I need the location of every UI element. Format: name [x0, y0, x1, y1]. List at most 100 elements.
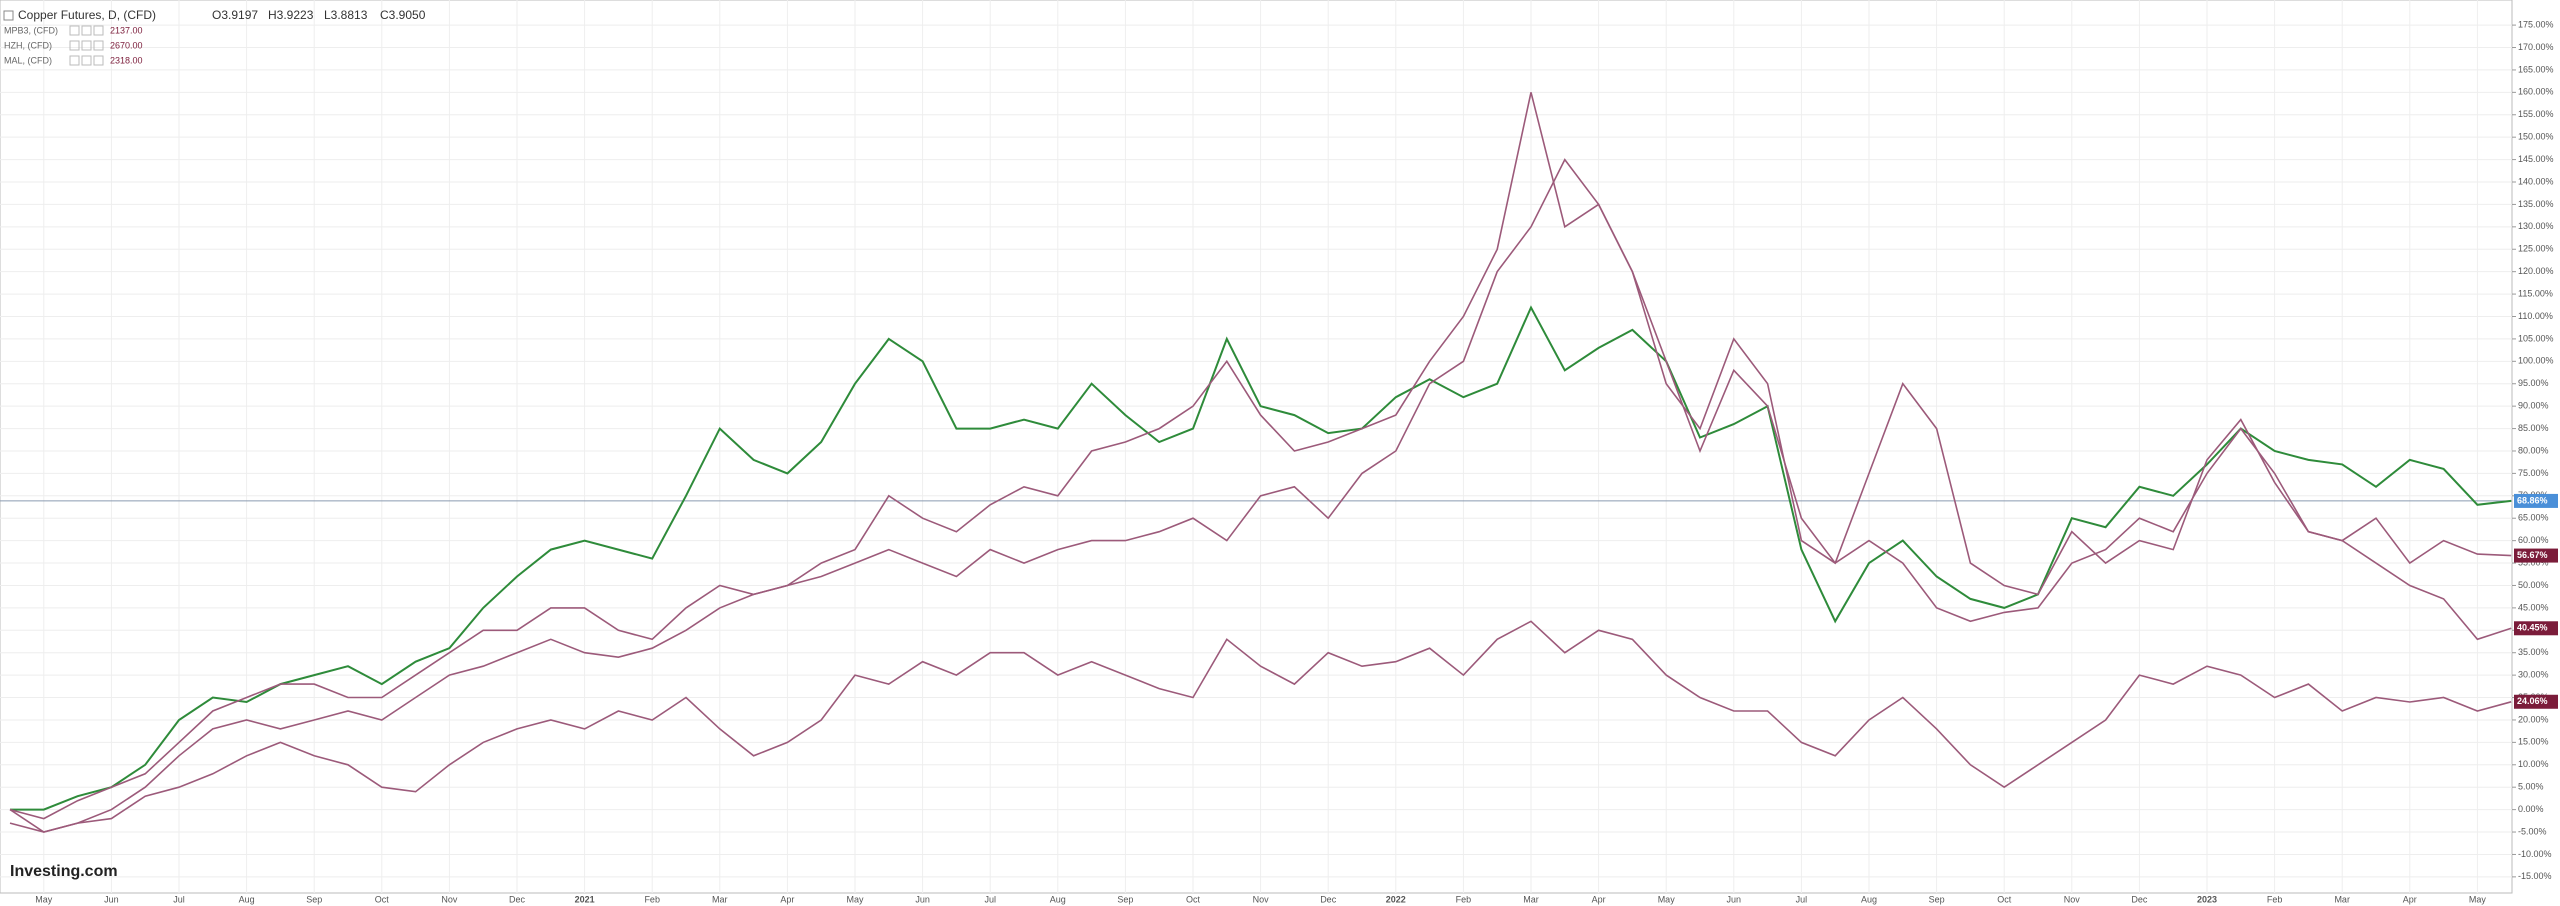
x-tick-label: May [1658, 894, 1676, 904]
series-lines [0, 92, 2512, 833]
last-value-label: 56.67% [2517, 550, 2548, 560]
legend-value: 2318.00 [110, 55, 143, 65]
y-tick-label: 20.00% [2518, 714, 2549, 724]
ohlc-value: L3.8813 [324, 8, 368, 22]
x-tick-label: Feb [644, 894, 660, 904]
last-value-label: 24.06% [2517, 696, 2548, 706]
y-tick-label: 15.00% [2518, 737, 2549, 747]
legend-name: HZH, (CFD) [4, 40, 52, 50]
legend-name: Copper Futures, D, (CFD) [18, 8, 156, 22]
x-tick-label: 2021 [575, 894, 595, 904]
x-tick-label: Aug [1050, 894, 1066, 904]
x-tick-label: Mar [712, 894, 728, 904]
y-tick-label: 140.00% [2518, 176, 2554, 186]
y-tick-label: 10.00% [2518, 759, 2549, 769]
y-tick-label: -15.00% [2518, 871, 2552, 881]
y-tick-label: 5.00% [2518, 782, 2544, 792]
y-tick-label: 115.00% [2518, 288, 2553, 298]
x-tick-label: Jun [1727, 894, 1742, 904]
y-tick-label: 60.00% [2518, 535, 2549, 545]
last-value-box [2514, 548, 2558, 563]
grid [0, 0, 2516, 893]
last-value-label: 68.86% [2517, 495, 2548, 505]
series-line [9, 92, 2512, 820]
legend-icon [69, 40, 80, 51]
legend-icon [81, 25, 92, 36]
ohlc-value: H3.9223 [268, 8, 314, 22]
legend-icon [93, 25, 104, 36]
watermark: Investing.com [10, 863, 118, 880]
y-tick-label: 50.00% [2518, 580, 2549, 590]
y-tick-label: 135.00% [2518, 199, 2554, 209]
x-tick-label: Dec [1320, 894, 1337, 904]
x-tick-label: Apr [1592, 894, 1606, 904]
legend-name: MPB3, (CFD) [4, 25, 58, 35]
x-tick-label: Nov [2064, 894, 2081, 904]
last-value-box [2514, 493, 2558, 508]
series-line [10, 305, 2512, 811]
y-tick-label: 125.00% [2518, 244, 2554, 254]
x-tick-label: Sep [1117, 894, 1133, 904]
y-tick-label: 45.00% [2518, 602, 2549, 612]
y-tick-label: 90.00% [2518, 401, 2549, 411]
x-tick-label: Oct [1997, 894, 2012, 904]
y-tick-label: 120.00% [2518, 266, 2554, 276]
legend-value: 2137.00 [110, 25, 143, 35]
y-tick-label: 75.00% [2518, 468, 2549, 478]
y-tick-label: 35.00% [2518, 647, 2549, 657]
legend-icon [69, 55, 80, 66]
series-line [9, 158, 2512, 833]
x-tick-label: Aug [1861, 894, 1877, 904]
y-tick-label: 80.00% [2518, 445, 2549, 455]
last-value-label: 40.45% [2517, 623, 2548, 633]
last-value-box [2514, 621, 2558, 636]
ohlc-value: C3.9050 [380, 8, 426, 22]
y-tick-label: 145.00% [2518, 154, 2554, 164]
legend-icon [93, 55, 104, 66]
x-tick-label: 2022 [1386, 894, 1406, 904]
y-tick-label: 85.00% [2518, 423, 2549, 433]
y-tick-label: 100.00% [2518, 356, 2554, 366]
legend-icon [81, 40, 92, 51]
y-tick-label: -10.00% [2518, 849, 2552, 859]
series-line [9, 620, 2512, 833]
x-tick-label: Nov [441, 894, 458, 904]
y-tick-label: 175.00% [2518, 19, 2554, 29]
x-tick-label: Dec [2131, 894, 2148, 904]
y-tick-label: 160.00% [2518, 87, 2554, 97]
x-tick-label: Feb [2267, 894, 2283, 904]
x-tick-label: 2023 [2197, 894, 2217, 904]
x-tick-label: Dec [509, 894, 526, 904]
x-tick-label: Nov [1253, 894, 1270, 904]
x-tick-label: Apr [2403, 894, 2417, 904]
y-tick-label: 150.00% [2518, 132, 2554, 142]
x-tick-label: May [2469, 894, 2487, 904]
x-tick-label: Oct [1186, 894, 1201, 904]
legend-icon [93, 40, 104, 51]
x-tick-label: Mar [2334, 894, 2350, 904]
y-tick-label: 0.00% [2518, 804, 2544, 814]
x-tick-label: Aug [239, 894, 255, 904]
labels: 175.00% 170.00% 165.00% 160.00% 155.00% 150.0… [3, 8, 2558, 904]
legend-name: MAL, (CFD) [4, 55, 52, 65]
y-tick-label: 95.00% [2518, 378, 2549, 388]
y-tick-label: 30.00% [2518, 670, 2549, 680]
x-tick-label: Sep [1929, 894, 1945, 904]
x-tick-label: Sep [306, 894, 322, 904]
y-tick-label: 155.00% [2518, 109, 2554, 119]
plot-area [0, 0, 2513, 894]
x-tick-label: May [35, 894, 53, 904]
x-tick-label: Jun [915, 894, 930, 904]
x-tick-label: May [846, 894, 864, 904]
y-tick-label: 170.00% [2518, 42, 2554, 52]
x-tick-label: Oct [375, 894, 390, 904]
x-tick-label: Mar [1523, 894, 1539, 904]
y-tick-label: 130.00% [2518, 221, 2554, 231]
x-tick-label: Jul [1796, 894, 1808, 904]
legend-icon [69, 25, 80, 36]
x-tick-label: Jul [173, 894, 185, 904]
y-tick-label: 65.00% [2518, 513, 2549, 523]
header-icon [3, 10, 14, 21]
y-tick-label: -5.00% [2518, 826, 2547, 836]
